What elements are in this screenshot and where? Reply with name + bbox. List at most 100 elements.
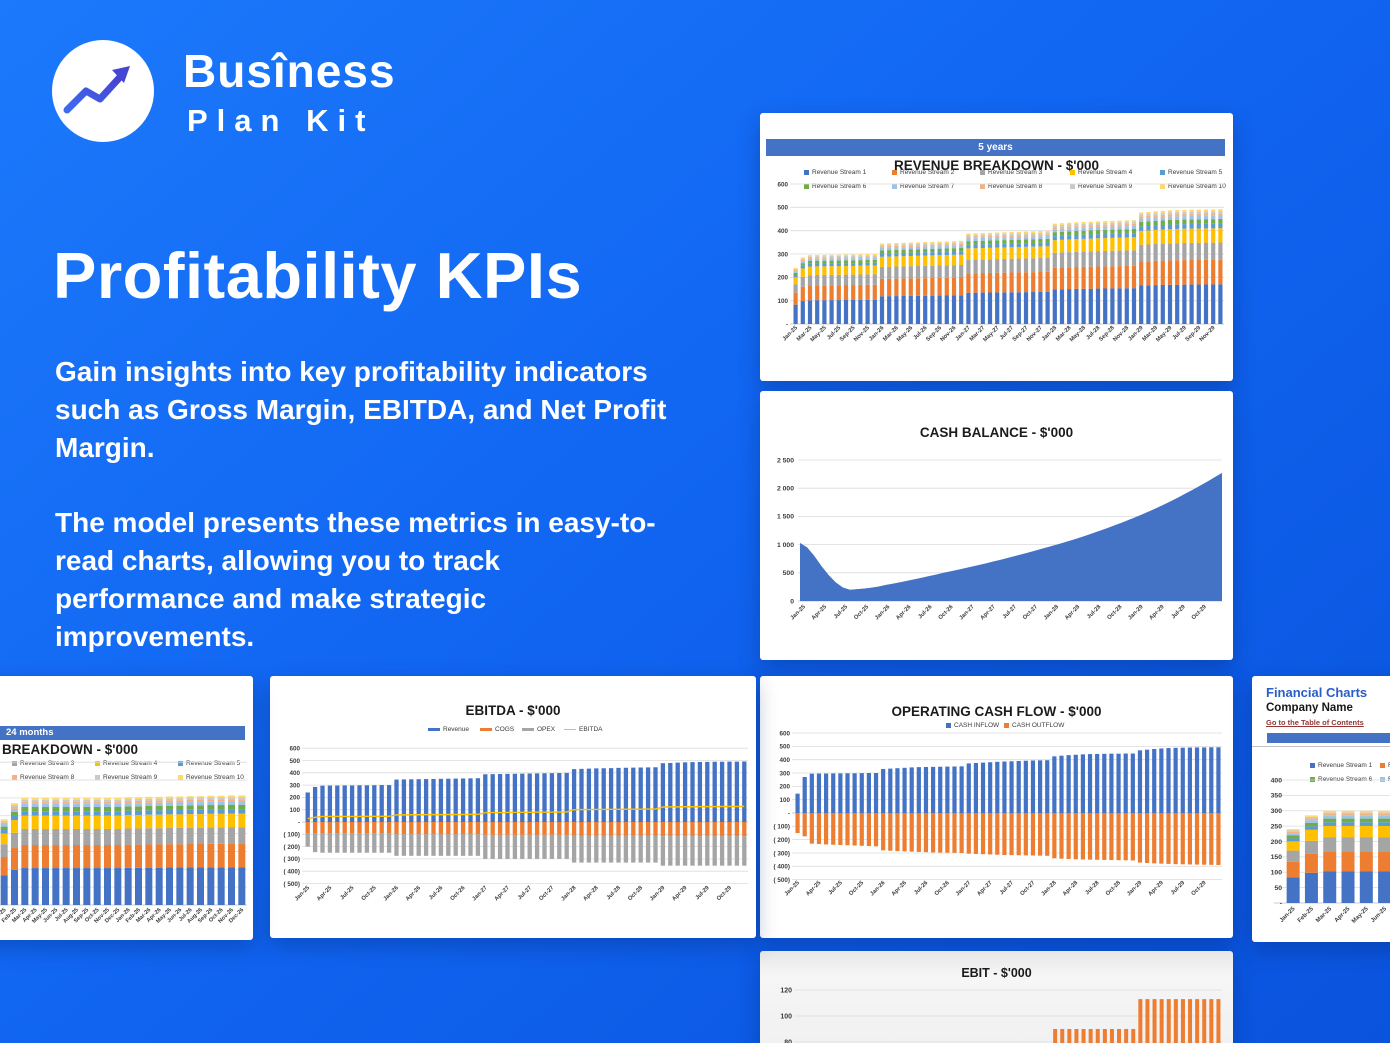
legend-item: CASH OUTFLOW bbox=[1004, 722, 1064, 729]
table-of-contents-link[interactable]: Go to the Table of Contents bbox=[1266, 718, 1364, 727]
legend-item: Revenue Stream 7 bbox=[1380, 776, 1390, 783]
revenue-breakdown-5y-title: REVENUE BREAKDOWN - $'000 bbox=[894, 158, 1099, 173]
ebit-title: EBIT - $'000 bbox=[961, 966, 1032, 980]
svg-text:Jul-28: Jul-28 bbox=[1086, 604, 1103, 621]
operating-cash-flow-plot: 600 500 400 300 200 100 - ( 100) ( 200) ( 300) ( 4… bbox=[774, 730, 1222, 898]
svg-text:Apr-27: Apr-27 bbox=[976, 880, 993, 897]
ebitda-title: EBITDA - $'000 bbox=[465, 703, 561, 718]
svg-text:100: 100 bbox=[1271, 870, 1283, 877]
legend-item: Revenue Stream 4 bbox=[1070, 169, 1132, 176]
svg-text:400: 400 bbox=[289, 770, 300, 777]
legend-item: Revenue Stream 2 bbox=[892, 169, 954, 176]
svg-text:Jan-29: Jan-29 bbox=[649, 885, 667, 903]
svg-text:100: 100 bbox=[780, 1013, 792, 1020]
svg-text:250: 250 bbox=[1271, 823, 1283, 830]
svg-text:Oct-27: Oct-27 bbox=[1019, 880, 1036, 897]
svg-text:Jul-25: Jul-25 bbox=[833, 604, 850, 621]
brand-logo-circle bbox=[52, 40, 154, 142]
legend-item: Revenue Stream 5 bbox=[178, 760, 240, 767]
legend-item: Revenue Stream 3 bbox=[12, 760, 74, 767]
ebit-plot: 12010080604020-Jan-25Apr-25Jul-25Oct-25J… bbox=[780, 987, 1222, 1043]
svg-text:Apr-28: Apr-28 bbox=[582, 885, 600, 903]
legend-item: Revenue Stream 2 bbox=[1380, 762, 1390, 769]
legend-item: Revenue bbox=[428, 726, 469, 733]
cash-balance-title: CASH BALANCE - $'000 bbox=[919, 425, 1074, 440]
svg-text:50: 50 bbox=[1274, 885, 1282, 892]
svg-text:Apr-27: Apr-27 bbox=[980, 604, 997, 621]
svg-text:May-28: May-28 bbox=[1069, 325, 1088, 344]
svg-text:Nov-28: Nov-28 bbox=[1112, 325, 1130, 343]
svg-text:200: 200 bbox=[289, 795, 300, 802]
svg-text:Apr-29: Apr-29 bbox=[1148, 880, 1166, 898]
legend-item: Revenue Stream 8 bbox=[980, 183, 1042, 190]
brand-subname: Plan Kit bbox=[187, 103, 375, 138]
svg-text:Oct-25: Oct-25 bbox=[848, 880, 866, 898]
svg-text:Jul-26: Jul-26 bbox=[913, 880, 930, 897]
svg-text:2 000: 2 000 bbox=[777, 486, 794, 493]
svg-text:( 400): ( 400) bbox=[284, 869, 300, 876]
svg-text:500: 500 bbox=[777, 205, 788, 212]
svg-text:May-27: May-27 bbox=[982, 325, 1000, 343]
svg-text:Apr-25: Apr-25 bbox=[805, 880, 823, 898]
svg-text:Oct-27: Oct-27 bbox=[1022, 604, 1039, 621]
legend-item: Revenue Stream 9 bbox=[95, 774, 157, 781]
svg-text:Oct-26: Oct-26 bbox=[938, 604, 956, 622]
svg-text:-: - bbox=[786, 321, 788, 328]
svg-text:Oct-28: Oct-28 bbox=[627, 885, 645, 903]
svg-text:Jul-27: Jul-27 bbox=[1002, 604, 1018, 620]
svg-text:Jan-27: Jan-27 bbox=[471, 885, 488, 902]
svg-text:Jan-25: Jan-25 bbox=[1279, 906, 1297, 924]
svg-text:( 200): ( 200) bbox=[284, 844, 300, 851]
intro-paragraph-1: Gain insights into key profitability ind… bbox=[55, 356, 667, 464]
legend-item: COGS bbox=[480, 726, 514, 733]
svg-text:Oct-29: Oct-29 bbox=[1191, 880, 1209, 898]
svg-text:May-25: May-25 bbox=[1351, 906, 1370, 925]
svg-text:1 000: 1 000 bbox=[777, 542, 794, 549]
svg-text:Apr-26: Apr-26 bbox=[891, 880, 909, 898]
svg-text:2 500: 2 500 bbox=[777, 457, 794, 464]
period-tab-5-years[interactable]: 5 years bbox=[766, 139, 1225, 156]
svg-text:Jan-26: Jan-26 bbox=[383, 885, 401, 903]
intro-paragraph-2: The model presents these metrics in easy… bbox=[55, 507, 656, 653]
svg-text:Apr-26: Apr-26 bbox=[405, 885, 423, 903]
svg-text:Jan-28: Jan-28 bbox=[1043, 604, 1061, 622]
svg-text:Jul-26: Jul-26 bbox=[917, 604, 934, 621]
svg-text:Mar-25: Mar-25 bbox=[1315, 906, 1333, 924]
svg-text:Jan-26: Jan-26 bbox=[874, 604, 892, 622]
svg-text:100: 100 bbox=[777, 298, 788, 305]
svg-text:200: 200 bbox=[779, 784, 790, 791]
svg-text:( 100): ( 100) bbox=[284, 832, 300, 839]
svg-text:Jul-26: Jul-26 bbox=[428, 885, 445, 902]
svg-text:Jan-28: Jan-28 bbox=[560, 885, 578, 903]
svg-text:Jul-27: Jul-27 bbox=[517, 885, 533, 901]
svg-text:Apr-25: Apr-25 bbox=[1334, 906, 1352, 924]
svg-text:Nov-25: Nov-25 bbox=[853, 325, 871, 343]
svg-text:Jan-28: Jan-28 bbox=[1041, 880, 1059, 898]
period-tab-24-months[interactable]: 24 months bbox=[0, 726, 245, 740]
financial-charts-heading: Financial Charts bbox=[1266, 685, 1368, 700]
mini-period-bar bbox=[1267, 733, 1390, 743]
revenue-breakdown-5y-card: 5 years REVENUE BREAKDOWN - $'000 Revenu… bbox=[760, 113, 1233, 381]
legend-item: Revenue Stream 9 bbox=[1070, 183, 1132, 190]
svg-text:( 400): ( 400) bbox=[774, 864, 790, 871]
financial-charts-plot: 400 350 300 250 200 150 100 50 -Jan-25 Feb-25 Mar-… bbox=[1271, 777, 1390, 925]
trend-arrow-icon bbox=[63, 66, 130, 114]
revenue-breakdown-24m-plot: Jan-25Feb-25Mar-25Apr-25May-25Jun-25Jul-… bbox=[0, 761, 247, 925]
svg-text:Jul-29: Jul-29 bbox=[695, 885, 712, 902]
svg-text:Apr-28: Apr-28 bbox=[1062, 880, 1080, 898]
svg-text:600: 600 bbox=[779, 730, 790, 737]
legend-item: Revenue Stream 10 bbox=[1160, 183, 1226, 190]
svg-text:Nov-29: Nov-29 bbox=[1199, 325, 1217, 343]
svg-text:May-26: May-26 bbox=[896, 325, 915, 344]
svg-text:Apr-28: Apr-28 bbox=[1064, 604, 1082, 622]
legend-item: Revenue Stream 6 bbox=[804, 183, 866, 190]
operating-cash-flow-card: OPERATING CASH FLOW - $'000 CASH INFLOW C… bbox=[760, 676, 1233, 938]
svg-text:Oct-29: Oct-29 bbox=[1191, 604, 1209, 622]
svg-text:( 500): ( 500) bbox=[774, 877, 790, 884]
svg-text:( 300): ( 300) bbox=[284, 856, 300, 863]
svg-text:-: - bbox=[1280, 900, 1282, 907]
svg-text:Oct-25: Oct-25 bbox=[853, 604, 871, 622]
svg-text:Jul-25: Jul-25 bbox=[828, 880, 845, 897]
svg-text:Jan-26: Jan-26 bbox=[869, 880, 887, 898]
